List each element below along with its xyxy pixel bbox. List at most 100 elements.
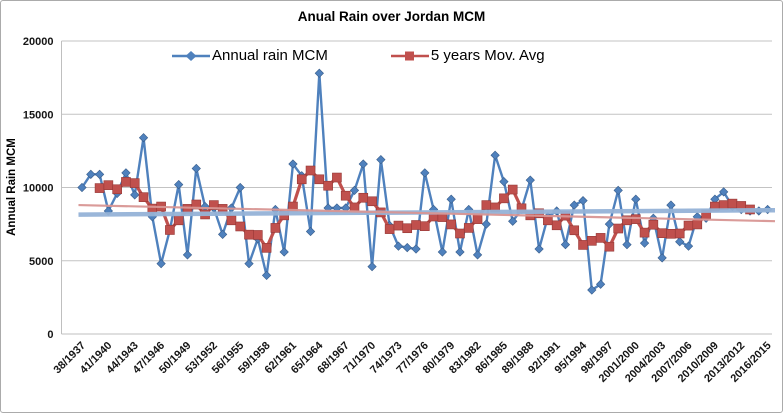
annual-rain-marker bbox=[639, 238, 650, 248]
mov-avg-marker bbox=[305, 165, 316, 176]
mov-avg-marker bbox=[226, 215, 237, 226]
mov-avg-marker bbox=[455, 228, 465, 239]
legend-label-annual: Annual rain MCM bbox=[212, 47, 328, 64]
annual-rain-marker bbox=[174, 179, 184, 190]
annual-rain-marker bbox=[481, 219, 491, 229]
mov-avg-marker bbox=[666, 228, 676, 239]
annual-rain-marker bbox=[156, 259, 166, 269]
legend-label-movavg: 5 years Mov. Avg bbox=[430, 47, 545, 64]
annual-rain-marker bbox=[305, 226, 316, 237]
annual-rain-marker bbox=[376, 155, 386, 165]
mov-avg-marker bbox=[446, 219, 456, 230]
mov-avg-marker bbox=[543, 215, 553, 226]
mov-avg-marker bbox=[121, 177, 131, 187]
mov-avg-marker bbox=[604, 241, 615, 252]
annual-rain-marker bbox=[666, 200, 676, 210]
mov-avg-marker bbox=[499, 193, 509, 204]
legend-item-annual: Annual rain MCM bbox=[171, 47, 328, 64]
annual-rain-marker bbox=[367, 261, 377, 272]
annual-rain-marker bbox=[77, 182, 87, 193]
annual-rain-marker bbox=[235, 182, 245, 193]
mov-avg-marker bbox=[244, 229, 254, 240]
mov-avg-marker bbox=[411, 220, 421, 230]
mov-avg-marker bbox=[657, 228, 667, 239]
annual-rain-marker bbox=[411, 244, 421, 254]
annual-rain-marker bbox=[560, 240, 571, 250]
annual-rain-marker bbox=[455, 247, 465, 257]
annual-rain-marker bbox=[130, 190, 140, 200]
mov-avg-marker bbox=[481, 200, 492, 210]
mov-avg-marker bbox=[639, 227, 650, 238]
annual-rain-marker bbox=[86, 169, 96, 179]
mov-avg-marker bbox=[472, 214, 483, 224]
annual-rain-marker bbox=[314, 68, 324, 78]
annual-rain-marker bbox=[349, 185, 360, 196]
annual-rain-marker bbox=[613, 185, 623, 196]
mov-avg-marker bbox=[129, 178, 140, 188]
annual-rain-marker bbox=[218, 229, 228, 240]
annual-rain-marker bbox=[631, 194, 641, 204]
annual-rain-marker bbox=[288, 159, 298, 169]
annual-series-legend-glyph bbox=[172, 50, 210, 61]
mov-avg-marker bbox=[674, 228, 685, 239]
mov-avg-marker bbox=[613, 223, 623, 234]
legend-item-movavg: 5 years Mov. Avg bbox=[390, 47, 545, 64]
annual-rain-marker bbox=[490, 150, 500, 160]
annual-rain-marker bbox=[94, 169, 105, 179]
annual-rain-marker bbox=[402, 242, 412, 253]
mov-avg-marker bbox=[138, 192, 149, 202]
y-tick-label: 0 bbox=[47, 329, 53, 341]
annual-rain-marker bbox=[138, 133, 149, 143]
mov-avg-marker bbox=[727, 198, 738, 209]
annual-rain-marker bbox=[420, 168, 430, 178]
mov-avg-marker bbox=[323, 180, 333, 191]
mov-avg-marker bbox=[551, 220, 562, 231]
mov-avg-marker bbox=[147, 203, 158, 214]
mov-avg-marker bbox=[420, 221, 430, 231]
mov-avg-marker bbox=[314, 174, 325, 185]
chart-title: Anual Rain over Jordan MCM bbox=[297, 9, 486, 24]
mov-avg-marker bbox=[507, 184, 518, 195]
y-tick-label: 5000 bbox=[29, 256, 53, 268]
mov-avg-marker bbox=[648, 219, 659, 230]
mov-avg-marker bbox=[578, 240, 588, 250]
mov-avg-marker bbox=[393, 220, 404, 231]
annual-rain-marker bbox=[508, 216, 518, 226]
mov-avg-marker bbox=[261, 243, 272, 253]
annual-rain-marker bbox=[191, 163, 201, 174]
annual-rain-marker bbox=[622, 240, 632, 250]
mov-avg-marker bbox=[296, 174, 307, 185]
mov-avg-marker bbox=[692, 219, 703, 230]
mov-avg-marker bbox=[683, 220, 694, 231]
mov-avg-marker bbox=[332, 172, 342, 183]
mov-avg-marker bbox=[270, 223, 281, 233]
annual-rain-marker bbox=[499, 177, 509, 187]
annual-rain-marker bbox=[569, 200, 579, 210]
movavg-series-legend-glyph bbox=[390, 51, 429, 60]
mov-avg-marker bbox=[253, 230, 263, 240]
y-tick-label: 10000 bbox=[23, 183, 54, 195]
mov-avg-marker bbox=[718, 200, 729, 210]
annual-rain-marker bbox=[393, 241, 404, 251]
annual-rain-marker bbox=[446, 194, 456, 204]
y-tick-label: 20000 bbox=[23, 36, 54, 48]
mov-avg-marker bbox=[191, 199, 202, 210]
annual-rain-marker bbox=[358, 159, 368, 169]
y-tick-label: 15000 bbox=[23, 109, 54, 121]
annual-rain-marker bbox=[525, 175, 535, 185]
annual-rain-marker bbox=[279, 247, 289, 257]
annual-rain-marker bbox=[578, 196, 588, 206]
mov-avg-marker bbox=[235, 221, 246, 232]
mov-avg-trendline bbox=[78, 203, 776, 223]
mov-avg-marker bbox=[402, 223, 413, 234]
annual-rain-marker bbox=[244, 259, 254, 269]
annual-rain-marker bbox=[719, 187, 729, 197]
mov-avg-marker bbox=[367, 196, 377, 207]
mov-avg-marker bbox=[569, 225, 580, 236]
annual-rain-marker bbox=[534, 244, 544, 254]
annual-rain-marker bbox=[182, 250, 193, 260]
annual-rain-marker bbox=[587, 285, 597, 295]
legend: Annual rain MCM 5 years Mov. Avg bbox=[171, 47, 545, 64]
